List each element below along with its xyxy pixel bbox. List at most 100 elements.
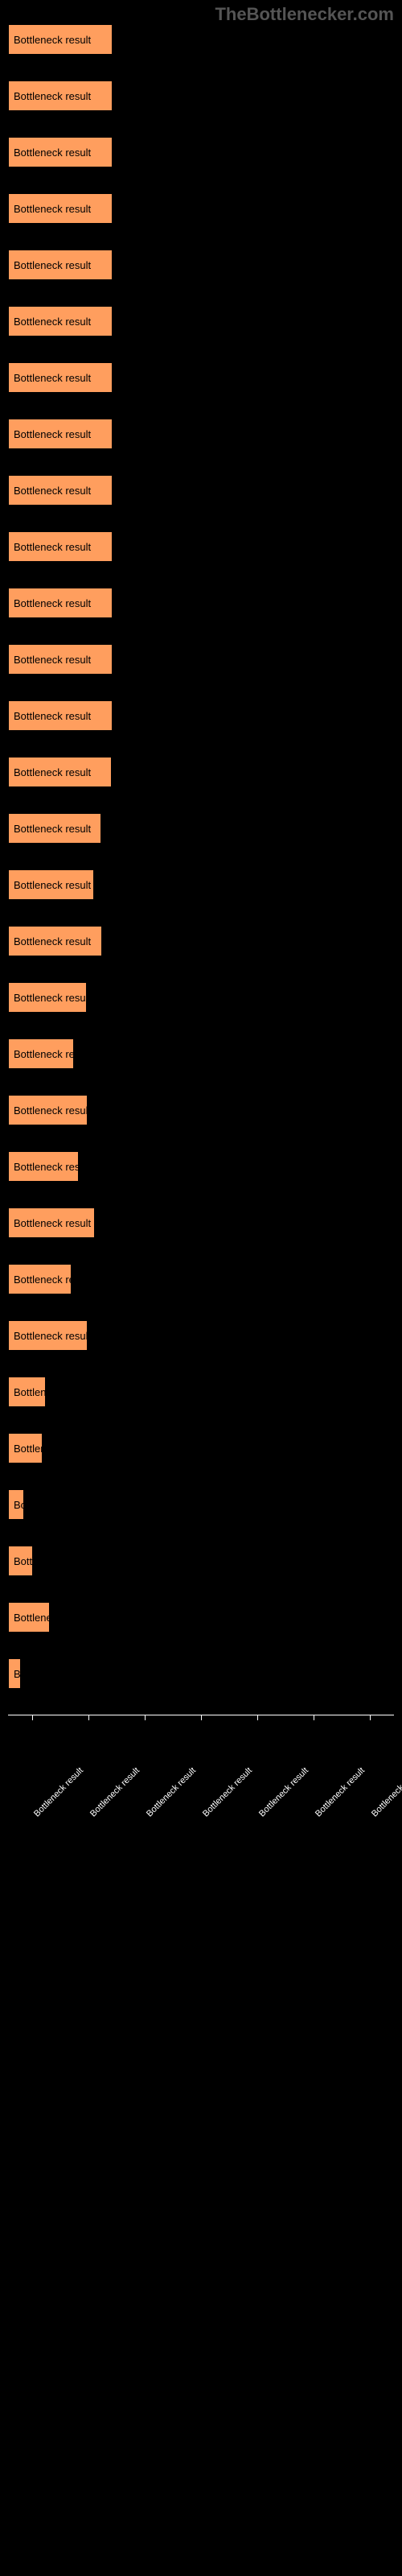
bar-label: Bottleneck result bbox=[14, 823, 91, 835]
bar: Bottleneck result bbox=[8, 757, 112, 787]
bar-row: Bottleneck result bbox=[8, 306, 394, 336]
bar: Bottleneck result bbox=[8, 1489, 24, 1520]
bar-row: Bottleneck result bbox=[8, 1602, 394, 1633]
bar: Bottleneck result bbox=[8, 475, 113, 506]
bar-label: Bottleneck result bbox=[14, 1104, 88, 1117]
bar-row: Bottleneck result bbox=[8, 588, 394, 618]
bar: Bottleneck result bbox=[8, 1377, 46, 1407]
bar-row: Bottleneck result bbox=[8, 419, 394, 449]
watermark-text: TheBottlenecker.com bbox=[215, 4, 394, 25]
bar-row: Bottleneck result bbox=[8, 1658, 394, 1689]
bar: Bottleneck result bbox=[8, 1208, 95, 1238]
bar-label: Bottleneck result bbox=[14, 766, 91, 778]
bar-label: Bottleneck result bbox=[14, 1161, 79, 1173]
bar-label: Bottleneck result bbox=[14, 1499, 24, 1511]
x-axis: Bottleneck resultBottleneck resultBottle… bbox=[8, 1715, 394, 1860]
bar-label: Bottleneck result bbox=[14, 1330, 88, 1342]
bar: Bottleneck result bbox=[8, 137, 113, 167]
bar-row: Bottleneck result bbox=[8, 869, 394, 900]
bar-label: Bottleneck result bbox=[14, 654, 91, 666]
bar: Bottleneck result bbox=[8, 419, 113, 449]
tick-label: Bottleneck result bbox=[201, 1765, 254, 1818]
bar-row: Bottleneck result bbox=[8, 813, 394, 844]
bar: Bottleneck result bbox=[8, 1658, 21, 1689]
tick-mark bbox=[88, 1715, 89, 1720]
bar-row: Bottleneck result bbox=[8, 24, 394, 55]
bar-row: Bottleneck result bbox=[8, 700, 394, 731]
bar-row: Bottleneck result bbox=[8, 644, 394, 675]
bar-label: Bottleneck result bbox=[14, 992, 87, 1004]
chart-container: Bottleneck resultBottleneck resultBottle… bbox=[0, 0, 402, 1868]
tick-label: Bottleneck result bbox=[370, 1765, 402, 1818]
tick-mark bbox=[257, 1715, 258, 1720]
bar-label: Bottleneck result bbox=[14, 597, 91, 609]
bar: Bottleneck result bbox=[8, 1095, 88, 1125]
bar: Bottleneck result bbox=[8, 1602, 50, 1633]
bar-row: Bottleneck result bbox=[8, 1208, 394, 1238]
tick-label: Bottleneck result bbox=[314, 1765, 367, 1818]
bar-label: Bottleneck result bbox=[14, 147, 91, 159]
bar-row: Bottleneck result bbox=[8, 1546, 394, 1576]
bar: Bottleneck result bbox=[8, 1151, 79, 1182]
bars-area: Bottleneck result Bottleneck result Bottle… bbox=[8, 24, 394, 1689]
bar-label: Bottleneck result bbox=[14, 259, 91, 271]
bar: Bottleneck result bbox=[8, 644, 113, 675]
bar-label: Bottleneck result bbox=[14, 1274, 72, 1286]
tick-label: Bottleneck result bbox=[88, 1765, 142, 1818]
bar-label: Bottleneck result bbox=[14, 1612, 50, 1624]
bar-row: Bottleneck result bbox=[8, 1377, 394, 1407]
bar-label: Bottleneck result bbox=[14, 1555, 33, 1567]
bar: Bottleneck result bbox=[8, 1320, 88, 1351]
bar-row: Bottleneck result bbox=[8, 926, 394, 956]
bar-label: Bottleneck result bbox=[14, 1217, 91, 1229]
bar-label: Bottleneck result bbox=[14, 1668, 21, 1680]
bar-label: Bottleneck result bbox=[14, 203, 91, 215]
tick-mark bbox=[201, 1715, 202, 1720]
bar: Bottleneck result bbox=[8, 531, 113, 562]
bar: Bottleneck result bbox=[8, 869, 94, 900]
bar-row: Bottleneck result bbox=[8, 531, 394, 562]
bar: Bottleneck result bbox=[8, 1264, 72, 1294]
bar-row: Bottleneck result bbox=[8, 1320, 394, 1351]
bar: Bottleneck result bbox=[8, 813, 101, 844]
bar-label: Bottleneck result bbox=[14, 316, 91, 328]
bar: Bottleneck result bbox=[8, 1433, 43, 1463]
tick-label: Bottleneck result bbox=[145, 1765, 198, 1818]
bar-row: Bottleneck result bbox=[8, 982, 394, 1013]
bar: Bottleneck result bbox=[8, 982, 87, 1013]
bar-row: Bottleneck result bbox=[8, 80, 394, 111]
bar: Bottleneck result bbox=[8, 588, 113, 618]
bar-label: Bottleneck result bbox=[14, 485, 91, 497]
bar: Bottleneck result bbox=[8, 80, 113, 111]
tick-label: Bottleneck result bbox=[257, 1765, 310, 1818]
bar-label: Bottleneck result bbox=[14, 428, 91, 440]
bar-label: Bottleneck result bbox=[14, 372, 91, 384]
bar-label: Bottleneck result bbox=[14, 90, 91, 102]
bar: Bottleneck result bbox=[8, 1038, 74, 1069]
bar: Bottleneck result bbox=[8, 926, 102, 956]
bar-row: Bottleneck result bbox=[8, 137, 394, 167]
bar-row: Bottleneck result bbox=[8, 1264, 394, 1294]
tick-mark bbox=[370, 1715, 371, 1720]
bar-label: Bottleneck result bbox=[14, 34, 91, 46]
bar-row: Bottleneck result bbox=[8, 1095, 394, 1125]
bar-row: Bottleneck result bbox=[8, 250, 394, 280]
bar-label: Bottleneck result bbox=[14, 710, 91, 722]
bar-row: Bottleneck result bbox=[8, 362, 394, 393]
bar-label: Bottleneck result bbox=[14, 1386, 46, 1398]
bar-row: Bottleneck result bbox=[8, 1038, 394, 1069]
bar: Bottleneck result bbox=[8, 24, 113, 55]
bar-row: Bottleneck result bbox=[8, 475, 394, 506]
bar: Bottleneck result bbox=[8, 193, 113, 224]
bar-label: Bottleneck result bbox=[14, 541, 91, 553]
bar: Bottleneck result bbox=[8, 700, 113, 731]
bar: Bottleneck result bbox=[8, 362, 113, 393]
bar: Bottleneck result bbox=[8, 250, 113, 280]
bar-row: Bottleneck result bbox=[8, 1489, 394, 1520]
bar: Bottleneck result bbox=[8, 306, 113, 336]
bar-row: Bottleneck result bbox=[8, 193, 394, 224]
tick-mark bbox=[145, 1715, 146, 1720]
tick-mark bbox=[32, 1715, 33, 1720]
bar-row: Bottleneck result bbox=[8, 1433, 394, 1463]
bar-row: Bottleneck result bbox=[8, 1151, 394, 1182]
